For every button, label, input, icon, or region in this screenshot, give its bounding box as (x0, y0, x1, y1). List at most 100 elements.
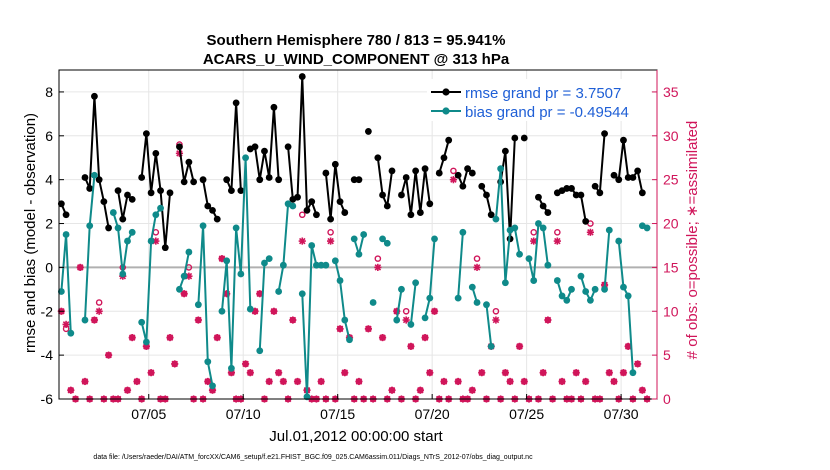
rmse-point (364, 128, 372, 135)
obs-star-stroke (67, 386, 75, 394)
bias-line (409, 282, 417, 325)
rmse-point (209, 206, 216, 214)
rmse-point (577, 191, 585, 199)
rmse-point (256, 176, 264, 184)
rmse-point (294, 193, 301, 201)
rmse-point (275, 176, 283, 184)
rmse-point (620, 136, 627, 144)
rmse-point (379, 191, 386, 199)
obs-assimilated-marker (426, 369, 434, 377)
bias-point (553, 277, 561, 284)
bias-line (197, 224, 214, 387)
bias-point (237, 270, 245, 278)
obs-assimilated-marker (289, 316, 297, 324)
bias-point (535, 220, 542, 227)
rmse-point (313, 211, 320, 219)
bias-line (395, 289, 403, 321)
obs-assimilated-marker (582, 377, 590, 386)
obs-assimilated-marker (128, 333, 136, 342)
bias-point (601, 285, 608, 293)
bias-point (563, 296, 571, 304)
obs-assimilated-marker (213, 333, 221, 342)
obs-star-stroke (91, 316, 98, 324)
rmse-point (341, 209, 349, 216)
left-tick-label: 2 (45, 216, 53, 232)
bias-line (334, 260, 351, 341)
obs-assimilated-marker (539, 369, 547, 377)
obs-star-stroke (256, 290, 264, 297)
bias-point (350, 235, 358, 243)
bias-point (483, 301, 490, 309)
bias-point (336, 277, 344, 284)
rmse-point (407, 211, 415, 219)
rmse-point (383, 202, 391, 210)
bias-line (424, 238, 436, 319)
rmse-point (62, 211, 70, 219)
bias-point (407, 321, 415, 328)
bias-line (485, 304, 493, 347)
rmse-point (322, 169, 330, 177)
rmse-point (204, 202, 212, 210)
bias-line (494, 167, 521, 284)
bias-point (615, 237, 623, 245)
obs-assimilated-marker (265, 377, 273, 386)
rmse-point (412, 167, 420, 175)
obs-star-stroke (218, 255, 226, 262)
obs-star-stroke (454, 378, 462, 385)
obs-assimilated-marker (634, 360, 642, 368)
bias-point (426, 294, 434, 302)
rmse-line (376, 157, 394, 207)
rmse-point (223, 176, 231, 184)
obs-star-stroke (506, 378, 514, 385)
chart-title-line1: Southern Hemisphere 780 / 813 = 95.941% (207, 32, 506, 49)
bias-point (157, 204, 164, 212)
left-tick-label: -2 (41, 303, 54, 319)
obs-star-stroke (624, 343, 632, 350)
bias-point (511, 224, 519, 232)
obs-star-stroke (639, 386, 646, 394)
rmse-point (166, 189, 174, 197)
bias-line (178, 251, 190, 290)
bias-line (277, 202, 294, 292)
obs-star-stroke (502, 369, 509, 376)
rmse-point (629, 174, 637, 181)
obs-assimilated-marker (355, 377, 363, 386)
bias-point (629, 369, 637, 377)
bias-point (454, 294, 462, 302)
bias-point (242, 154, 249, 162)
obs-star-stroke (355, 378, 363, 385)
obs-star-stroke (95, 308, 103, 315)
legend-bias-label: bias grand pr = -0.49544 (465, 104, 629, 121)
rmse-point (176, 143, 183, 151)
obs-assimilated-marker (90, 316, 99, 324)
rmse-point (563, 185, 571, 192)
rmse-point (426, 200, 434, 208)
rmse-point (454, 171, 462, 179)
rmse-point (596, 189, 604, 197)
obs-assimilated-marker (95, 307, 103, 315)
obs-assimilated-marker (530, 237, 538, 245)
rmse-point (190, 178, 198, 186)
rmse-point (374, 154, 382, 162)
bias-line (617, 240, 634, 373)
rmse-point (544, 209, 552, 216)
obs-assimilated-marker (81, 377, 89, 386)
rmse-point (459, 182, 467, 190)
obs-assimilated-marker (374, 263, 382, 271)
bias-point (109, 209, 117, 216)
rmse-series (57, 73, 646, 252)
rmse-point (284, 143, 292, 151)
obs-assimilated-marker (341, 369, 349, 377)
rmse-line (84, 95, 110, 229)
rmse-point (355, 176, 363, 184)
obs-possible-marker (473, 255, 481, 262)
x-tick-label: 07/25 (509, 406, 544, 422)
obs-star-stroke (124, 386, 131, 394)
bias-point (369, 299, 377, 306)
right-axis-ticks: 0 5 10 15 20 25 30 35 (652, 70, 679, 407)
bias-point (147, 237, 155, 245)
bias-point (341, 316, 349, 324)
bias-point (412, 279, 420, 287)
bias-point (142, 338, 150, 346)
bias-point (398, 285, 405, 293)
